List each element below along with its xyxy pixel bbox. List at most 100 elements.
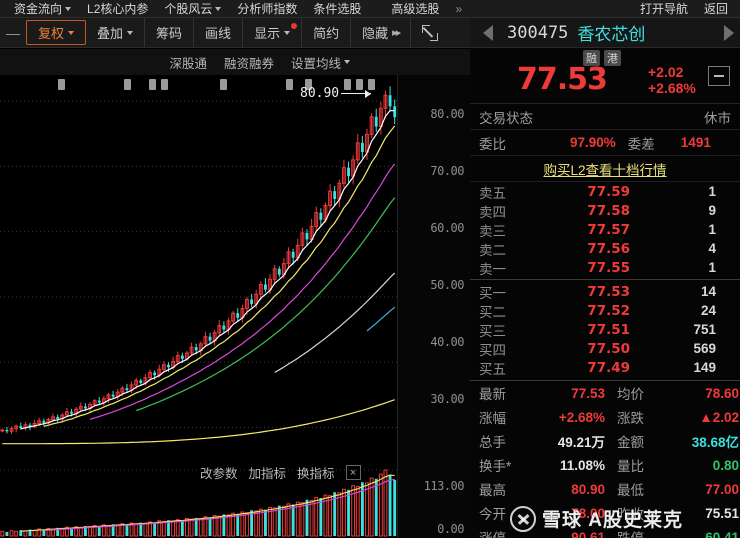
change-params-button[interactable]: 改参数 xyxy=(200,467,238,481)
nav-item-4-label: 条件选股 xyxy=(313,2,362,16)
bid-qty: 569 xyxy=(693,341,716,356)
hide-button[interactable]: 隐藏 ▸▸ xyxy=(351,18,412,47)
trading-status-value: 休市 xyxy=(704,110,731,126)
stat-label: 最高 xyxy=(479,483,506,498)
simple-mode-label: 简约 xyxy=(313,26,340,41)
bid-row[interactable]: 买三 77.51 751 xyxy=(470,320,740,339)
nav-item-5[interactable]: 高级选股 xyxy=(369,0,447,18)
nav-item-1[interactable]: L2核心内参 xyxy=(79,0,156,18)
stat-label-2: 涨跌 xyxy=(617,411,644,426)
chevron-down-icon xyxy=(215,6,222,11)
bid-price: 77.52 xyxy=(587,302,630,319)
price-tick: 70.00 xyxy=(430,164,464,178)
stat-value-2: 77.00 xyxy=(705,481,739,497)
drawline-button[interactable]: 画线 xyxy=(194,18,244,47)
margin-trading-button[interactable]: 融资融券 xyxy=(224,53,274,72)
high-price-value: 80.90 xyxy=(300,86,340,102)
minimize-button[interactable]: — xyxy=(0,18,26,47)
shenzhen-connect-button[interactable]: 深股通 xyxy=(169,53,207,72)
ask-label: 卖二 xyxy=(479,242,506,258)
simple-mode-button[interactable]: 简约 xyxy=(302,18,352,47)
nav-item-0-label: 资金流向 xyxy=(14,2,63,16)
price-tick: 80.00 xyxy=(430,107,464,121)
close-icon[interactable]: × xyxy=(345,465,361,480)
nav-item-3-label: 分析师指数 xyxy=(237,2,298,16)
bid-row[interactable]: 买四 77.50 569 xyxy=(470,339,740,358)
order-ratio-row: 委比 97.90% 委差 1491 xyxy=(470,130,740,156)
ask-qty: 4 xyxy=(708,241,716,256)
stat-value-2: 38.68亿 xyxy=(691,435,739,450)
ask-label: 卖四 xyxy=(479,204,506,220)
bid-price: 77.53 xyxy=(587,283,630,300)
add-indicator-button[interactable]: 加指标 xyxy=(248,467,287,481)
top-navigation-bar: 资金流向 L2核心内参 个股风云 分析师指数 条件选股 高级选股 » 打开导航 … xyxy=(0,0,740,18)
ask-row[interactable]: 卖二 77.56 4 xyxy=(470,239,740,258)
ask-price: 77.58 xyxy=(587,202,630,219)
volume-axis: 113.00 0.00 xyxy=(397,460,470,538)
chart-area[interactable]: 80.90 80.00 70.00 60.00 50.00 40.00 30.0… xyxy=(0,75,470,538)
bid-label: 买二 xyxy=(479,304,506,320)
price-tick: 60.00 xyxy=(430,221,464,235)
order-ratio-value: 97.90% xyxy=(570,135,616,150)
ask-row[interactable]: 卖五 77.59 1 xyxy=(470,182,740,201)
chips-button[interactable]: 筹码 xyxy=(145,18,195,47)
ask-row[interactable]: 卖一 77.55 1 xyxy=(470,258,740,277)
bid-qty: 751 xyxy=(693,322,716,337)
kline-chart-svg xyxy=(0,86,397,445)
stat-row: 涨停 90.61 跌停 60.41 xyxy=(470,525,740,538)
ask-row[interactable]: 卖四 77.58 9 xyxy=(470,201,740,220)
ask-qty: 1 xyxy=(708,222,716,237)
order-ratio-label: 委比 xyxy=(479,136,506,152)
collapse-button[interactable] xyxy=(708,66,730,86)
open-navigation-button[interactable]: 打开导航 xyxy=(632,0,696,18)
open-navigation-label: 打开导航 xyxy=(639,2,688,16)
kline-panel[interactable]: 80.90 80.00 70.00 60.00 50.00 40.00 30.0… xyxy=(0,75,470,460)
display-button[interactable]: 显示 xyxy=(243,18,303,47)
stat-value-2: 0.80 xyxy=(712,457,739,473)
back-button[interactable]: 返回 xyxy=(696,0,740,18)
previous-stock-icon[interactable] xyxy=(483,24,493,41)
stat-label: 总手 xyxy=(479,435,506,450)
event-marker xyxy=(344,79,351,90)
nav-item-5-label: 高级选股 xyxy=(391,2,440,16)
stat-label-2: 均价 xyxy=(617,387,644,402)
nav-item-0[interactable]: 资金流向 xyxy=(0,0,79,18)
ask-row[interactable]: 卖三 77.57 1 xyxy=(470,220,740,239)
volume-panel[interactable]: 113.00 0.00 xyxy=(0,460,470,538)
stat-row: 最高 80.90 最低 77.00 xyxy=(470,477,740,501)
quote-header: 300475 香农芯创 xyxy=(470,18,740,48)
nav-more-button[interactable]: » xyxy=(447,0,469,18)
quote-panel: 300475 香农芯创 融 港 77.53 +2.02 +2.68% 交易状态 … xyxy=(470,18,740,538)
stat-label-2: 金额 xyxy=(617,435,644,450)
overlay-button[interactable]: 叠加 xyxy=(86,18,146,47)
event-marker xyxy=(368,79,375,90)
adjust-price-button[interactable]: 复权 xyxy=(26,20,87,45)
bid-row[interactable]: 买五 77.49 149 xyxy=(470,358,740,377)
ask-label: 卖五 xyxy=(479,185,506,201)
bid-qty: 149 xyxy=(693,360,716,375)
margin-badge: 融 xyxy=(583,50,600,66)
set-ma-label: 设置均线 xyxy=(290,56,341,71)
buy-l2-link[interactable]: 购买L2查看十档行情 xyxy=(543,162,667,178)
fullscreen-button[interactable] xyxy=(411,18,449,47)
volume-chart-svg xyxy=(0,469,397,537)
nav-item-4[interactable]: 条件选股 xyxy=(305,0,369,18)
next-stock-icon[interactable] xyxy=(724,24,734,41)
chevron-down-icon xyxy=(284,30,291,35)
price-tick: 40.00 xyxy=(430,335,464,349)
ask-qty: 1 xyxy=(708,184,716,199)
statistics-table: 最新 77.53 均价 78.60 涨幅 +2.68% 涨跌 ▲2.02 总手 … xyxy=(470,380,740,538)
stat-label-2: 量比 xyxy=(617,459,644,474)
bid-row[interactable]: 买二 77.52 24 xyxy=(470,301,740,320)
shenzhen-connect-label: 深股通 xyxy=(169,56,207,71)
switch-indicator-button[interactable]: 换指标 xyxy=(297,467,335,481)
set-moving-average-button[interactable]: 设置均线 xyxy=(291,53,350,72)
chevron-down-icon xyxy=(65,6,72,11)
bid-row[interactable]: 买一 77.53 14 xyxy=(470,282,740,301)
stat-row: 总手 49.21万 金额 38.68亿 xyxy=(470,429,740,453)
nav-item-3[interactable]: 分析师指数 xyxy=(229,0,305,18)
nav-item-2[interactable]: 个股风云 xyxy=(156,0,229,18)
l2-promo-row: 购买L2查看十档行情 xyxy=(470,156,740,182)
event-marker xyxy=(356,79,363,90)
